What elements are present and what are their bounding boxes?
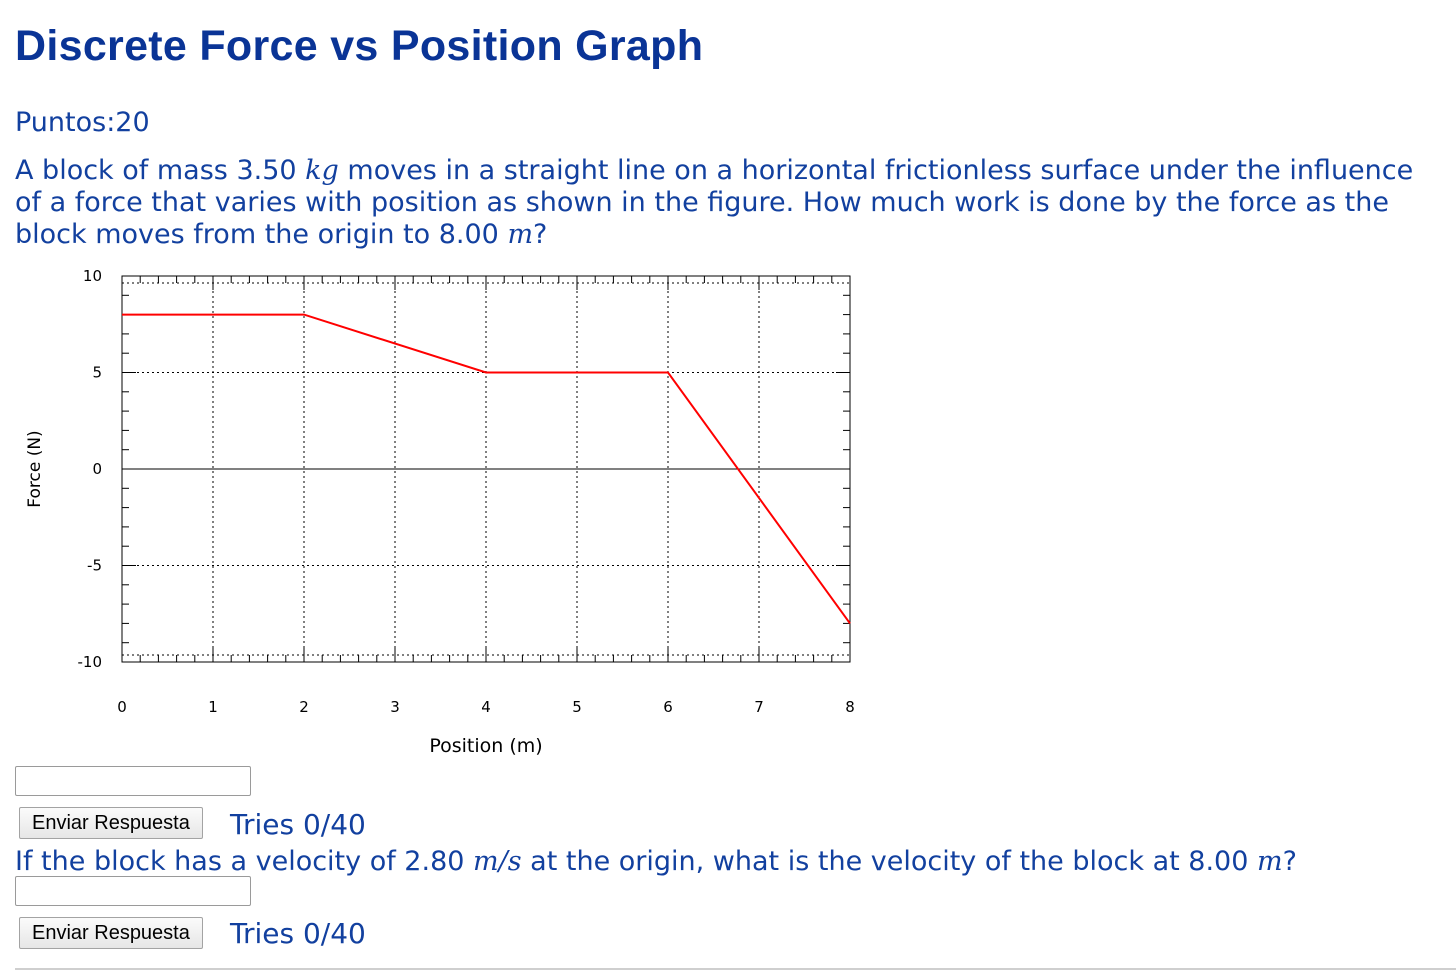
chart-ticks: [121, 275, 851, 663]
x-tick-label: 0: [117, 698, 127, 716]
y-tick-label: 5: [92, 364, 102, 382]
submit-button-2[interactable]: Enviar Respuesta: [19, 917, 203, 949]
x-tick-label: 5: [572, 698, 582, 716]
chart-grid: [122, 276, 850, 662]
force-position-chart: 0 1 2 3 4 5 6 7 8 -10 -5 0 5 10 Position (m) Force (N…: [25, 267, 855, 757]
answer-input-2[interactable]: [15, 876, 251, 906]
y-tick-label: -10: [78, 653, 103, 671]
x-tick-label: 7: [754, 698, 764, 716]
answer-input-1[interactable]: [15, 766, 251, 796]
x-axis-label: Position (m): [429, 735, 542, 757]
page-title: Discrete Force vs Position Graph: [15, 22, 704, 70]
question-2-text: If the block has a velocity of 2.80 m/s …: [15, 846, 1297, 877]
x-tick-label: 2: [299, 698, 309, 716]
bottom-divider: [15, 968, 1456, 970]
y-axis-label: Force (N): [25, 430, 45, 507]
question-1-text: A block of mass 3.50 kg moves in a strai…: [15, 155, 1414, 250]
y-tick-label: -5: [87, 557, 102, 575]
y-tick-label: 0: [92, 460, 102, 478]
x-tick-label: 3: [390, 698, 400, 716]
x-tick-label: 8: [845, 698, 855, 716]
x-tick-label: 6: [663, 698, 673, 716]
x-tick-label: 4: [481, 698, 491, 716]
y-tick-label: 10: [83, 267, 102, 285]
points-label: Puntos:20: [15, 107, 150, 138]
tick-labels: 0 1 2 3 4 5 6 7 8 -10 -5 0 5 10: [78, 267, 855, 716]
tries-counter-2: Tries 0/40: [230, 917, 366, 950]
tries-counter-1: Tries 0/40: [230, 808, 366, 841]
x-tick-label: 1: [208, 698, 218, 716]
submit-button-1[interactable]: Enviar Respuesta: [19, 807, 203, 839]
